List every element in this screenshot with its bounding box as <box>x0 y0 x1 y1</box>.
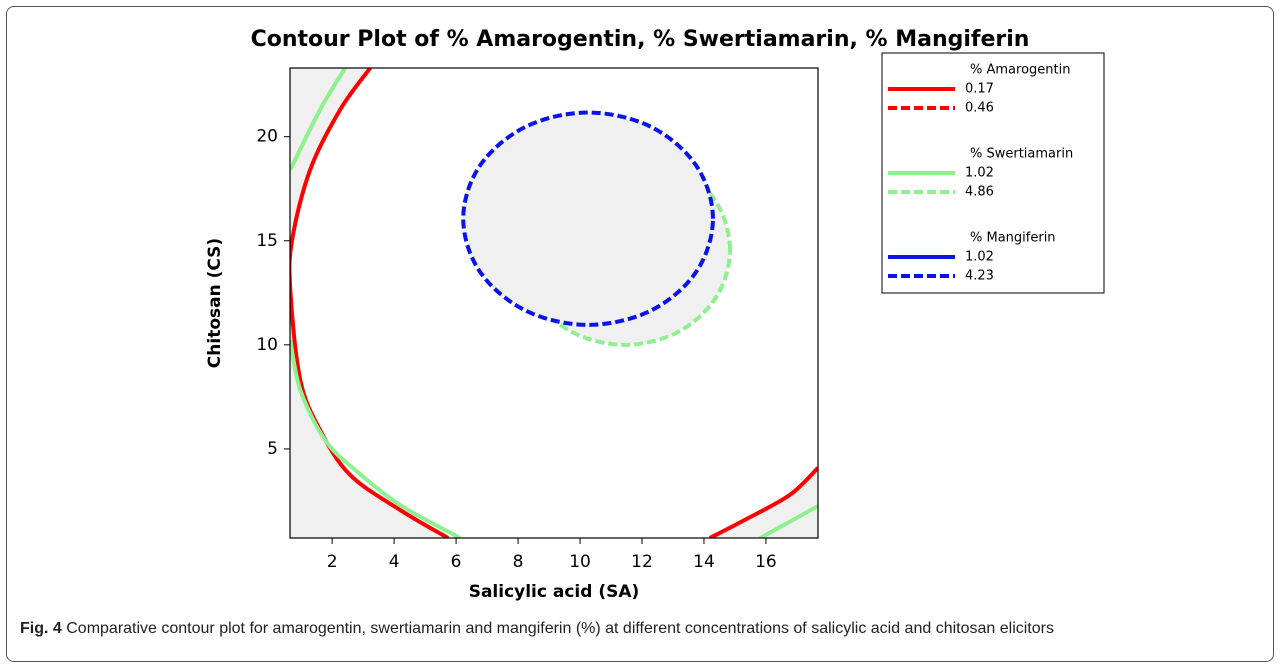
x-tick-label: 14 <box>693 552 715 572</box>
legend-label: 4.23 <box>965 269 994 284</box>
contour-line <box>759 504 818 538</box>
contour-line <box>708 466 818 538</box>
x-axis-label: Salicylic acid (SA) <box>469 582 640 602</box>
plot-frame <box>289 67 819 539</box>
caption-text: Comparative contour plot for amarogentin… <box>66 620 1054 637</box>
chart: Contour Plot of % Amarogentin, % Swertia… <box>205 27 1105 602</box>
contour-line <box>461 110 715 327</box>
x-tick-label: 12 <box>631 552 653 572</box>
y-axis-label: Chitosan (CS) <box>205 238 225 368</box>
x-tick-label: 2 <box>327 552 338 572</box>
legend-title: % Swertiamarin <box>970 147 1073 162</box>
y-tick-label: 15 <box>256 231 278 251</box>
x-tick-label: 16 <box>755 552 777 572</box>
y-tick-label: 10 <box>256 335 278 355</box>
y-tick-label: 5 <box>267 439 278 459</box>
contour-line <box>290 339 462 538</box>
x-tick-label: 6 <box>451 552 462 572</box>
caption: Fig. 4 Comparative contour plot for amar… <box>20 618 1200 640</box>
figure-frame <box>6 6 1274 662</box>
x-tick-label: 10 <box>569 552 591 572</box>
legend-label: 1.02 <box>965 166 994 181</box>
legend-title: % Mangiferin <box>970 231 1056 246</box>
contour-line <box>290 68 347 171</box>
legend-label: 0.46 <box>965 101 994 116</box>
legend-label: 1.02 <box>965 250 994 265</box>
x-tick-label: 8 <box>513 552 524 572</box>
caption-label: Fig. 4 <box>20 620 62 637</box>
y-tick-label: 20 <box>256 127 278 147</box>
legend-label: 0.17 <box>965 82 994 97</box>
legend-title: % Amarogentin <box>970 63 1070 78</box>
x-tick-label: 4 <box>389 552 400 572</box>
contour-line <box>290 68 450 538</box>
plot-area <box>290 68 818 538</box>
legend-label: 4.86 <box>965 185 994 200</box>
chart-title: Contour Plot of % Amarogentin, % Swertia… <box>251 27 1030 52</box>
